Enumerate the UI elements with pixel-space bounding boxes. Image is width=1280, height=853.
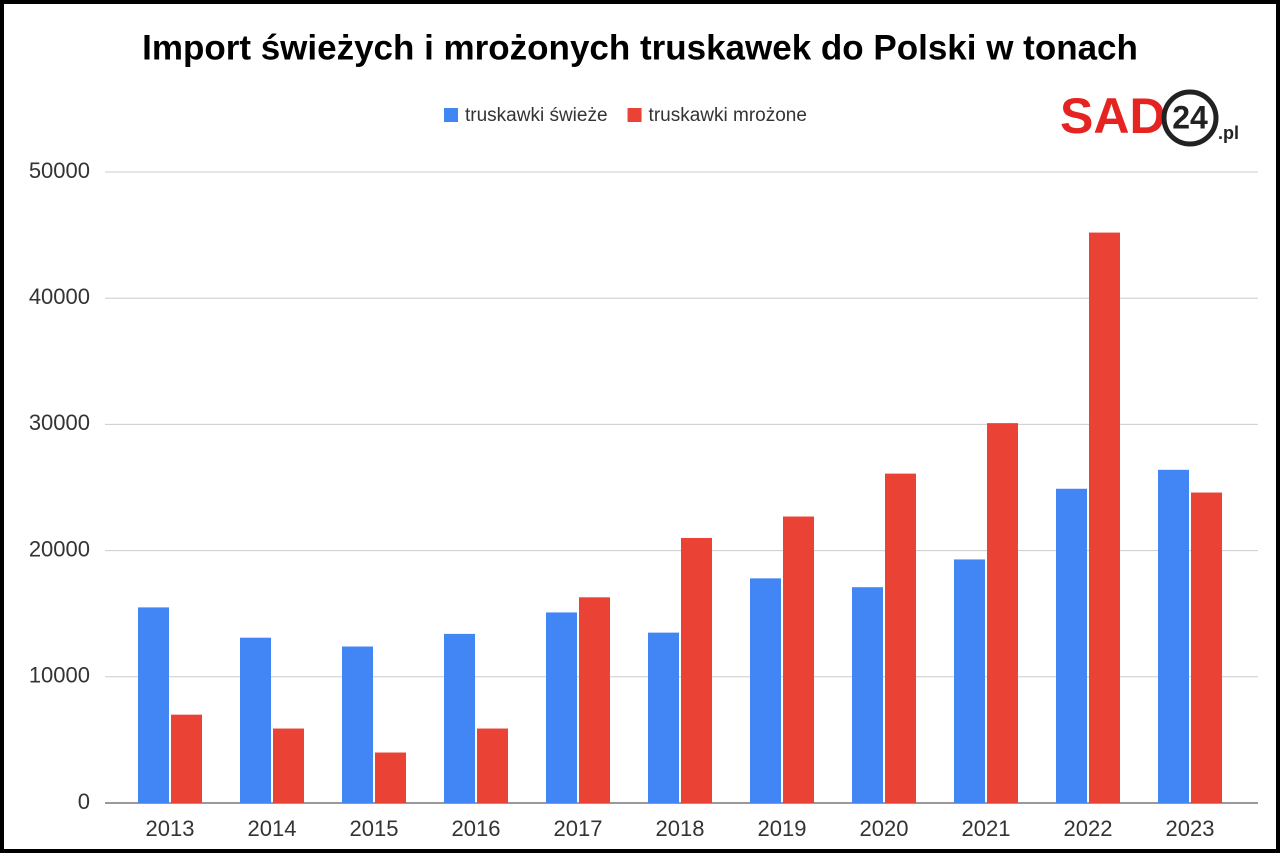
y-tick-label: 40000 <box>29 284 90 309</box>
logo: SAD 24 .pl <box>1060 88 1239 147</box>
x-tick-label: 2023 <box>1166 816 1215 841</box>
bar <box>783 516 814 803</box>
x-tick-label: 2015 <box>350 816 399 841</box>
y-tick-label: 30000 <box>29 410 90 435</box>
y-tick-label: 20000 <box>29 536 90 561</box>
x-tick-label: 2018 <box>656 816 705 841</box>
legend-swatch <box>444 108 458 122</box>
bar <box>648 632 679 803</box>
legend-label: truskawki świeże <box>465 105 608 126</box>
bar <box>681 537 712 803</box>
logo-number: 24 <box>1172 99 1208 135</box>
x-tick-label: 2021 <box>962 816 1011 841</box>
bar <box>444 633 475 803</box>
bar <box>987 423 1018 803</box>
bar <box>171 714 202 803</box>
bar <box>546 612 577 803</box>
y-tick-label: 50000 <box>29 158 90 183</box>
bar <box>1191 492 1222 803</box>
bar <box>342 646 373 803</box>
bar <box>852 587 883 803</box>
y-tick-label: 0 <box>78 789 90 814</box>
bar <box>750 578 781 803</box>
x-tick-label: 2014 <box>248 816 297 841</box>
bar <box>240 637 271 803</box>
legend-label: truskawki mrożone <box>649 105 807 126</box>
bar <box>138 607 169 803</box>
bar <box>273 728 304 803</box>
bar <box>579 597 610 803</box>
bar <box>477 728 508 803</box>
x-tick-label: 2020 <box>860 816 909 841</box>
bar <box>1089 232 1120 804</box>
bar <box>1158 469 1189 803</box>
x-tick-label: 2016 <box>452 816 501 841</box>
bar <box>954 559 985 803</box>
bar <box>375 752 406 803</box>
x-tick-label: 2022 <box>1064 816 1113 841</box>
legend-swatch <box>627 108 642 122</box>
logo-suffix: .pl <box>1218 123 1239 143</box>
logo-ring <box>1161 89 1219 147</box>
bar <box>885 473 916 803</box>
x-tick-label: 2017 <box>554 816 603 841</box>
bar <box>1056 488 1087 803</box>
logo-main: SAD <box>1060 88 1166 144</box>
x-tick-label: 2019 <box>758 816 807 841</box>
y-tick-label: 10000 <box>29 663 90 688</box>
chart-title: Import świeżych i mrożonych truskawek do… <box>142 28 1138 67</box>
x-tick-label: 2013 <box>146 816 195 841</box>
